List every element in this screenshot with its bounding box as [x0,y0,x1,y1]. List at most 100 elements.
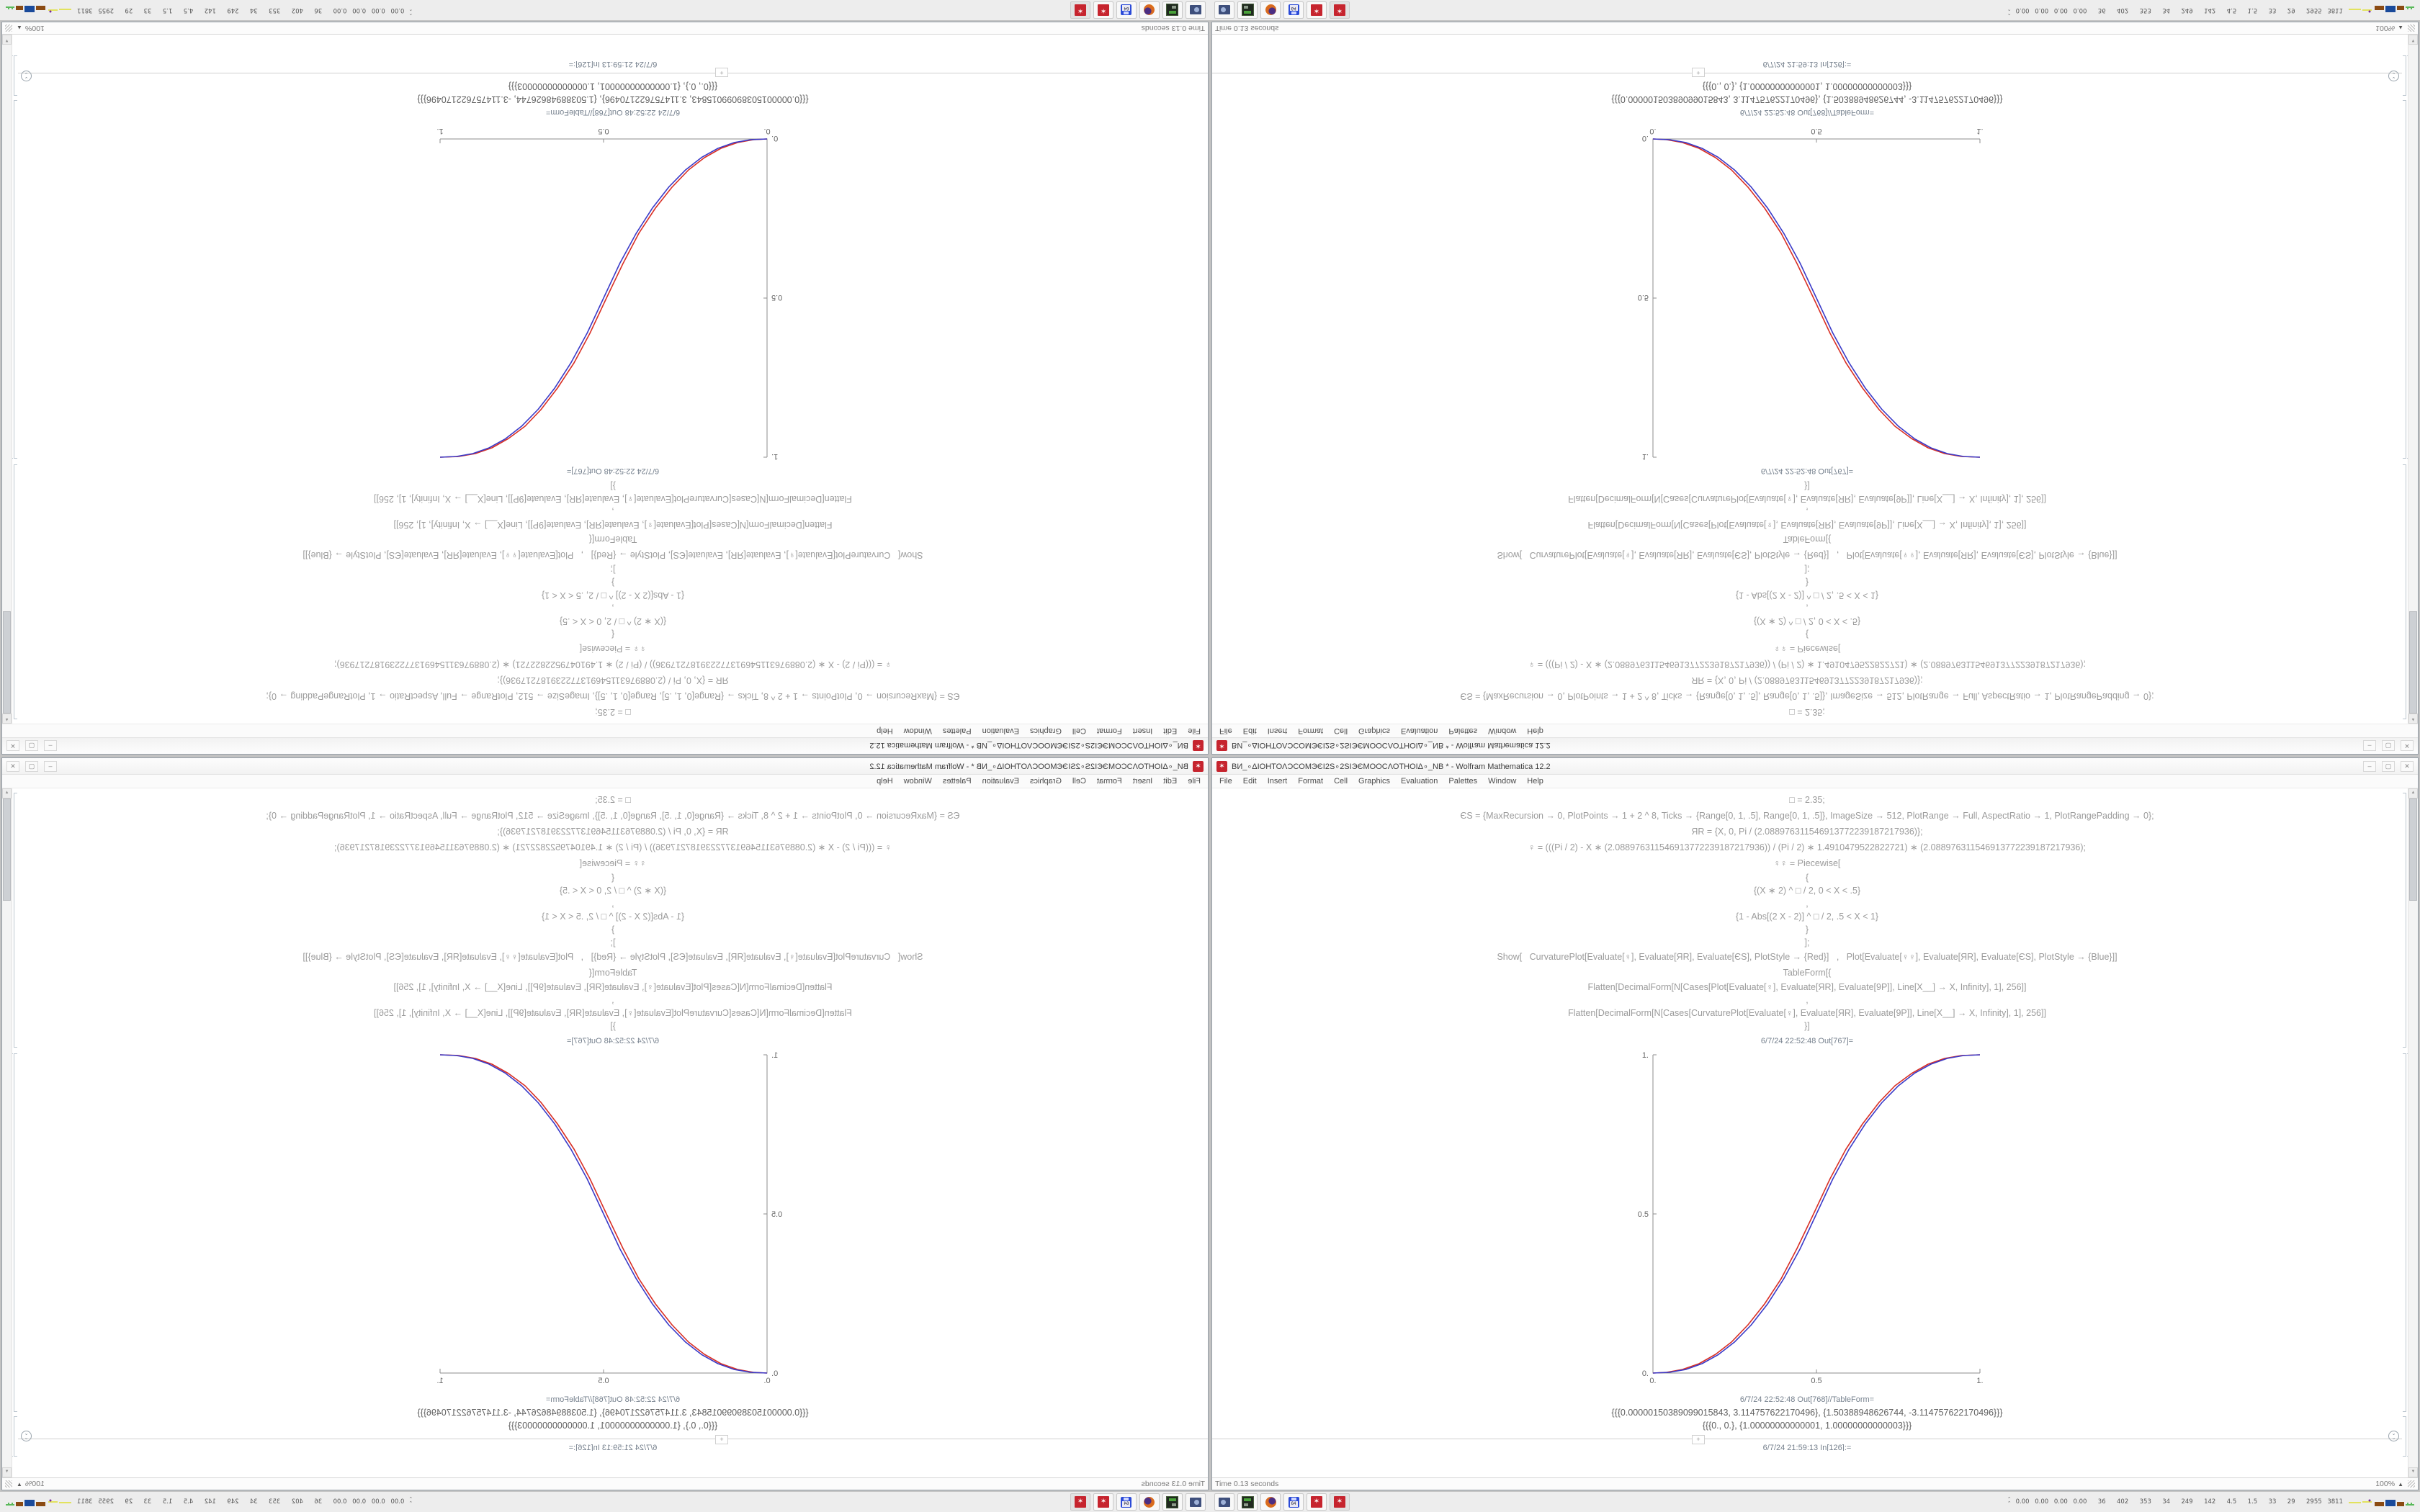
code-line[interactable]: Flatten[DecimalForm[N[Cases[Plot[Evaluat… [393,520,833,530]
taskbar-display-settings-button[interactable] [1214,1,1234,19]
code-line[interactable]: Flatten[DecimalForm[N[Cases[CurvaturePlo… [1568,1008,2046,1018]
menu-item-palettes[interactable]: Palettes [1448,777,1478,786]
collapse-chevron-icon[interactable]: ⌄ ⌄ [2388,1431,2399,1441]
code-line[interactable]: } [1805,924,1809,935]
code-line[interactable]: }] [610,1021,616,1031]
collapse-chevron-icon[interactable]: ⌄ ⌄ [2388,71,2399,81]
zoom-level[interactable]: 100% [2375,24,2396,32]
taskbar-mathematica-button-2[interactable]: ✶ [1070,1,1090,19]
menu-item-insert[interactable]: Insert [1267,777,1288,786]
code-line[interactable]: ♀ = (((Pi / 2) - X ∗ (2.0889763115469137… [1528,842,2086,852]
menu-item-graphics[interactable]: Graphics [1029,726,1062,735]
scroll-up-icon[interactable]: ▲ [2408,788,2418,798]
insert-cell-button[interactable]: + [715,68,728,77]
code-line[interactable]: Flatten[DecimalForm[N[Cases[Plot[Evaluat… [1587,520,2027,530]
code-line[interactable]: ЄS = {MaxRecursion → 0, PlotPoints → 1 +… [1460,811,2154,821]
menu-item-palettes[interactable]: Palettes [942,726,972,735]
resize-grip[interactable] [5,24,12,32]
cell-bracket-input[interactable] [2403,793,2406,1048]
scroll-down-icon[interactable]: ▼ [2408,35,2418,45]
code-line[interactable]: {1 - Abs[(2 X - 2)] ^ □ / 2, .5 < X < 1} [1735,590,1879,600]
tray-collapse-icon[interactable]: ⌃ ⌃ [408,1497,413,1506]
vertical-scrollbar[interactable]: ▲ ▼ [2,788,12,1477]
maximize-button[interactable]: ▢ [2382,740,2395,752]
maximize-button[interactable]: ▢ [25,760,38,772]
maximize-button[interactable]: ▢ [25,740,38,752]
menu-item-edit[interactable]: Edit [1242,726,1257,735]
taskbar-mathematica-button-2[interactable]: ✶ [1330,1493,1350,1511]
taskbar-mathematica-button-2[interactable]: ✶ [1330,1,1350,19]
titlebar[interactable]: ✶ ВИ_∘ΔΙΟΗΤΟΛϽCOMЭЄΙ2Ѕ∘2ЅΙЭЄMOOϹΛΟΤΗΟΙΔ∘… [1212,737,2418,754]
code-line[interactable]: ЯR = {X, 0, Pi / (2.08897631154691377223… [1691,675,1923,685]
vertical-scrollbar[interactable]: ▲ ▼ [2,35,12,724]
code-line[interactable]: □ = 2.35; [1789,795,1825,805]
close-button[interactable]: ✕ [6,740,19,752]
menu-item-graphics[interactable]: Graphics [1358,777,1391,786]
scroll-up-icon[interactable]: ▲ [2408,714,2418,724]
menu-item-file[interactable]: File [1188,726,1201,735]
code-line[interactable]: ЄS = {MaxRecursion → 0, PlotPoints → 1 +… [266,811,960,821]
taskbar-firefox-button[interactable] [1260,1493,1281,1511]
minimize-button[interactable]: – [2363,740,2376,752]
menu-item-insert[interactable]: Insert [1267,726,1288,735]
code-line[interactable]: , [1806,507,1809,517]
taskbar-mathematica-button-1[interactable]: ✶ [1307,1493,1327,1511]
menu-item-format[interactable]: Format [1298,777,1324,786]
code-line[interactable]: ЯR = {X, 0, Pi / (2.08897631154691377223… [497,675,729,685]
code-line[interactable]: ♀♀ = Piecewise[ [579,644,647,654]
code-line[interactable]: } [611,577,615,588]
cell-bracket-input[interactable] [14,464,17,719]
notebook-content[interactable]: □ = 2.35; ЄS = {MaxRecursion → 0, PlotPo… [2,788,1208,1477]
menu-item-evaluation[interactable]: Evaluation [982,777,1019,786]
code-line[interactable]: TableForm[{ [588,534,637,544]
menu-item-edit[interactable]: Edit [1163,777,1178,786]
taskbar-floppy-button[interactable]: 64 [1116,1,1137,19]
close-button[interactable]: ✕ [2401,760,2414,772]
taskbar-floppy-button[interactable]: 64 [1283,1493,1304,1511]
menu-item-cell[interactable]: Cell [1334,777,1348,786]
menu-item-help[interactable]: Help [1527,726,1543,735]
code-line[interactable]: □ = 2.35; [595,707,631,717]
tray-collapse-icon[interactable]: ⌃ ⌃ [408,6,413,15]
zoom-menu-icon[interactable]: ▲ [2398,1480,2403,1488]
cell-bracket-table-out[interactable] [14,1416,17,1457]
minimize-button[interactable]: – [2363,760,2376,772]
notebook-content[interactable]: □ = 2.35; ЄS = {MaxRecursion → 0, PlotPo… [1212,788,2418,1477]
resize-grip[interactable] [2408,1480,2415,1488]
taskbar-display-settings-button[interactable] [1186,1,1206,19]
code-line[interactable]: }] [610,481,616,491]
cell-bracket-input[interactable] [14,793,17,1048]
code-line[interactable]: , [611,507,614,517]
taskbar-package-button[interactable] [1162,1,1183,19]
code-line[interactable]: , [1806,995,1809,1005]
insert-cell-button[interactable]: + [1692,68,1705,77]
code-line[interactable]: Flatten[DecimalForm[N[Cases[Plot[Evaluat… [1587,982,2027,992]
collapse-chevron-icon[interactable]: ⌄ ⌄ [21,1431,32,1441]
cell-bracket-input[interactable] [2403,464,2406,719]
menu-item-window[interactable]: Window [903,777,932,786]
resize-grip[interactable] [5,1480,12,1488]
code-line[interactable]: {(X ∗ 2) ^ □ / 2, 0 < X < .5} [1753,616,1861,626]
taskbar-floppy-button[interactable]: 64 [1283,1,1304,19]
code-line[interactable]: } [611,924,615,935]
menu-item-window[interactable]: Window [1488,726,1517,735]
code-line[interactable]: }] [1804,1021,1810,1031]
code-line[interactable]: ]; [1804,564,1810,575]
taskbar-floppy-button[interactable]: 64 [1116,1493,1137,1511]
menu-item-help[interactable]: Help [1527,777,1543,786]
code-line[interactable]: , [1806,899,1809,909]
menu-item-evaluation[interactable]: Evaluation [1401,726,1438,735]
menu-item-file[interactable]: File [1219,726,1232,735]
taskbar-firefox-button[interactable] [1139,1493,1160,1511]
menu-item-evaluation[interactable]: Evaluation [982,726,1019,735]
close-button[interactable]: ✕ [6,760,19,772]
taskbar-mathematica-button-2[interactable]: ✶ [1070,1493,1090,1511]
cell-bracket-table-out[interactable] [2403,1416,2406,1457]
code-line[interactable]: }] [1804,481,1810,491]
code-line[interactable]: { [611,629,615,639]
zoom-level[interactable]: 100% [24,24,45,32]
resize-grip[interactable] [2408,24,2415,32]
code-line[interactable]: Flatten[DecimalForm[N[Cases[CurvaturePlo… [374,494,852,504]
menu-item-insert[interactable]: Insert [1132,726,1153,735]
scrollbar-thumb[interactable] [2409,798,2417,901]
